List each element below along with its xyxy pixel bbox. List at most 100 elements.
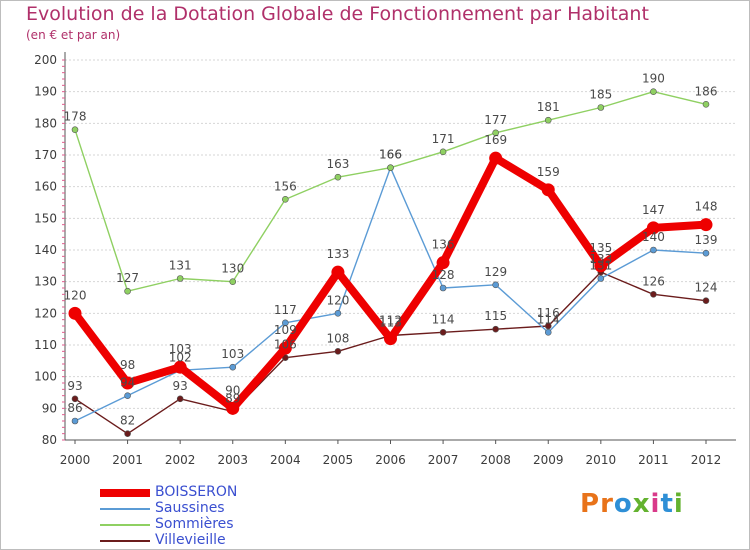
- data-point: [331, 265, 345, 279]
- data-point: [121, 376, 135, 390]
- data-label: 103: [221, 347, 244, 361]
- data-point: [71, 395, 79, 403]
- y-tick-label: 180: [34, 116, 57, 130]
- data-label: 94: [120, 376, 135, 390]
- data-label: 130: [221, 262, 244, 276]
- logo-letter: P: [580, 489, 601, 519]
- data-point: [702, 297, 710, 304]
- data-point: [650, 246, 657, 254]
- x-tick-label: 2005: [323, 453, 354, 467]
- data-label: 102: [169, 350, 192, 364]
- data-label: 186: [695, 84, 718, 98]
- y-tick-label: 90: [42, 401, 57, 415]
- data-label: 171: [432, 132, 455, 146]
- y-tick-label: 150: [34, 211, 57, 225]
- data-point: [544, 322, 552, 330]
- legend-label: Villevieille: [155, 532, 226, 548]
- y-tick-label: 80: [42, 433, 57, 447]
- legend-label: Saussines: [155, 500, 225, 516]
- legend-swatch: [100, 524, 150, 526]
- x-tick-label: 2002: [165, 453, 196, 467]
- x-tick-label: 2011: [638, 453, 669, 467]
- data-point: [124, 287, 131, 295]
- x-tick-label: 2000: [60, 453, 91, 467]
- data-label: 136: [432, 238, 455, 252]
- data-point: [439, 329, 447, 336]
- data-point: [278, 341, 292, 355]
- logo-letter: x: [632, 489, 651, 519]
- x-tick-label: 2001: [112, 453, 143, 467]
- data-label: 93: [173, 379, 188, 393]
- data-point: [492, 325, 499, 333]
- data-label: 133: [589, 252, 612, 266]
- data-label: 126: [642, 274, 665, 288]
- legend-label: Sommières: [155, 516, 234, 532]
- x-tick-label: 2012: [691, 453, 722, 467]
- data-label: 108: [326, 331, 349, 345]
- data-point: [334, 348, 342, 355]
- data-point: [492, 281, 499, 289]
- data-label: 131: [169, 259, 192, 273]
- data-label: 112: [379, 314, 402, 328]
- data-label: 128: [432, 268, 455, 282]
- logo-letter: t: [660, 489, 674, 519]
- data-label: 114: [432, 312, 455, 326]
- data-label: 93: [67, 379, 82, 393]
- data-point: [124, 430, 131, 437]
- data-point: [650, 291, 657, 298]
- y-tick-label: 110: [34, 338, 57, 352]
- data-label: 166: [379, 148, 402, 162]
- data-point: [71, 126, 79, 133]
- data-label: 169: [484, 133, 507, 147]
- data-point: [699, 218, 713, 232]
- x-tick-label: 2004: [270, 453, 301, 467]
- data-point: [439, 284, 447, 292]
- data-point: [176, 395, 184, 403]
- data-point: [176, 275, 184, 282]
- data-label: 166: [379, 148, 402, 162]
- legend-label: BOISSERON: [155, 484, 238, 500]
- x-tick-label: 2003: [217, 453, 248, 467]
- data-label: 131: [589, 259, 612, 273]
- data-point: [439, 148, 447, 156]
- data-point: [594, 259, 608, 273]
- data-label: 98: [120, 358, 135, 372]
- data-label: 177: [484, 113, 507, 127]
- data-label: 147: [642, 203, 665, 217]
- data-point: [597, 275, 605, 282]
- data-label: 185: [589, 88, 612, 102]
- data-label: 109: [274, 323, 297, 337]
- data-label: 120: [64, 288, 87, 302]
- data-point: [71, 417, 79, 425]
- data-label: 163: [326, 157, 349, 171]
- data-point: [597, 104, 605, 111]
- proxiti-logo: Proxiti: [580, 489, 684, 519]
- plot-area: [62, 52, 732, 440]
- logo-letter: o: [613, 489, 633, 519]
- y-tick-label: 190: [34, 85, 57, 99]
- x-tick-label: 2010: [586, 453, 617, 467]
- logo-letter: i: [650, 489, 661, 519]
- data-point: [702, 101, 710, 108]
- data-label: 181: [537, 100, 560, 114]
- y-tick-label: 160: [34, 180, 57, 194]
- data-point: [646, 221, 660, 235]
- y-tick-label: 100: [34, 370, 57, 384]
- data-point: [436, 256, 450, 270]
- data-label: 90: [225, 383, 240, 397]
- data-point: [282, 196, 289, 203]
- logo-letter: r: [600, 489, 614, 519]
- y-tick-label: 130: [34, 275, 57, 289]
- y-tick-label: 120: [34, 306, 57, 320]
- data-label: 117: [274, 303, 297, 317]
- data-label: 156: [274, 179, 297, 193]
- data-label: 82: [120, 414, 135, 428]
- chart-title: Evolution de la Dotation Globale de Fonc…: [26, 3, 649, 25]
- data-point: [387, 164, 394, 171]
- data-label: 159: [537, 165, 560, 179]
- data-point: [282, 319, 289, 327]
- data-label: 86: [67, 401, 82, 415]
- data-label: 115: [484, 309, 507, 323]
- data-point: [68, 306, 82, 320]
